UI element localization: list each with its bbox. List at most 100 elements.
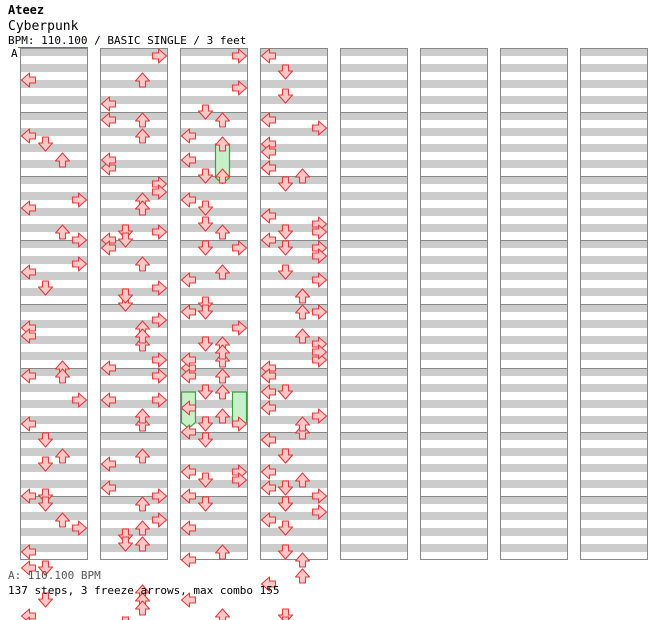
step-arrow-left [180, 128, 197, 144]
beat-stripe [340, 128, 408, 136]
beat-stripe [580, 480, 648, 488]
beat-stripe [500, 336, 568, 344]
beat-stripe [260, 64, 328, 72]
step-arrow-left [260, 368, 277, 384]
step-arrow-down [37, 592, 54, 608]
beat-stripe [420, 432, 488, 440]
beat-stripe [20, 208, 88, 216]
step-arrow-up [214, 368, 231, 384]
beat-stripe [580, 80, 648, 88]
step-arrow-right [311, 488, 328, 504]
beat-stripe [340, 400, 408, 408]
beat-stripe [260, 416, 328, 424]
beat-stripe [420, 240, 488, 248]
beat-stripe [500, 384, 568, 392]
beat-stripe [180, 368, 248, 376]
beat-stripe [580, 400, 648, 408]
step-arrow-right [151, 184, 168, 200]
step-arrow-up [134, 112, 151, 128]
step-arrow-up [294, 304, 311, 320]
beat-stripe [580, 224, 648, 232]
beat-stripe [340, 432, 408, 440]
step-arrow-left [260, 360, 277, 376]
beat-stripe [420, 160, 488, 168]
beat-stripe [500, 544, 568, 552]
step-arrow-left [20, 488, 37, 504]
beat-stripe [500, 352, 568, 360]
beat-stripe [100, 544, 168, 552]
beat-stripe [180, 336, 248, 344]
beat-stripe [500, 400, 568, 408]
step-arrow-right [151, 280, 168, 296]
beat-stripe [100, 512, 168, 520]
beat-stripe [340, 464, 408, 472]
beat-stripe [100, 464, 168, 472]
beat-stripe [260, 288, 328, 296]
step-arrow-down [37, 432, 54, 448]
beat-stripe [20, 416, 88, 424]
beat-stripe [180, 80, 248, 88]
beat-stripe [500, 304, 568, 312]
step-arrow-up [54, 368, 71, 384]
step-arrow-left [180, 272, 197, 288]
step-arrow-up [54, 152, 71, 168]
beat-stripe [180, 272, 248, 280]
step-arrow-up [294, 328, 311, 344]
beat-stripe [180, 304, 248, 312]
beat-stripe [340, 304, 408, 312]
beat-stripe [20, 384, 88, 392]
beat-stripe [20, 464, 88, 472]
beat-stripe [100, 64, 168, 72]
step-arrow-right [151, 352, 168, 368]
step-arrow-left [180, 424, 197, 440]
step-arrow-left [20, 200, 37, 216]
beat-stripe [260, 224, 328, 232]
beat-stripe [20, 224, 88, 232]
beat-stripe [580, 288, 648, 296]
beat-stripe [340, 224, 408, 232]
step-arrow-down [117, 536, 134, 552]
step-arrow-right [151, 488, 168, 504]
beat-stripe [580, 448, 648, 456]
column-border [260, 48, 328, 560]
beat-stripe [580, 432, 648, 440]
beat-stripe [340, 384, 408, 392]
bpm-summary: A: 110.100 BPM [8, 569, 101, 582]
step-arrow-right [151, 512, 168, 528]
beat-stripe [580, 416, 648, 424]
column-border [580, 48, 648, 560]
chart-column [100, 48, 168, 560]
beat-stripe [340, 480, 408, 488]
beat-stripe [260, 320, 328, 328]
beat-stripe [500, 512, 568, 520]
beat-stripe [420, 544, 488, 552]
beat-stripe [20, 96, 88, 104]
beat-stripe [580, 64, 648, 72]
beat-stripe [420, 384, 488, 392]
beat-stripe [500, 272, 568, 280]
beat-stripe [260, 336, 328, 344]
beat-stripe [580, 304, 648, 312]
beat-stripe [580, 528, 648, 536]
step-arrow-up [134, 72, 151, 88]
beat-stripe [580, 208, 648, 216]
beat-stripe [100, 336, 168, 344]
step-arrow-up [134, 536, 151, 552]
step-arrow-down [277, 520, 294, 536]
beat-stripe [260, 480, 328, 488]
beat-stripe [20, 256, 88, 264]
step-arrow-right [311, 272, 328, 288]
beat-stripe [500, 432, 568, 440]
step-arrow-left [180, 520, 197, 536]
beat-stripe [420, 400, 488, 408]
beat-stripe [420, 48, 488, 56]
step-arrow-left [260, 576, 277, 592]
chart-column [420, 48, 488, 560]
beat-stripe [20, 144, 88, 152]
step-arrow-down [197, 384, 214, 400]
step-arrow-left [260, 384, 277, 400]
column-border [100, 48, 168, 560]
beat-stripe [100, 304, 168, 312]
beat-stripe [100, 240, 168, 248]
beat-stripe [100, 416, 168, 424]
